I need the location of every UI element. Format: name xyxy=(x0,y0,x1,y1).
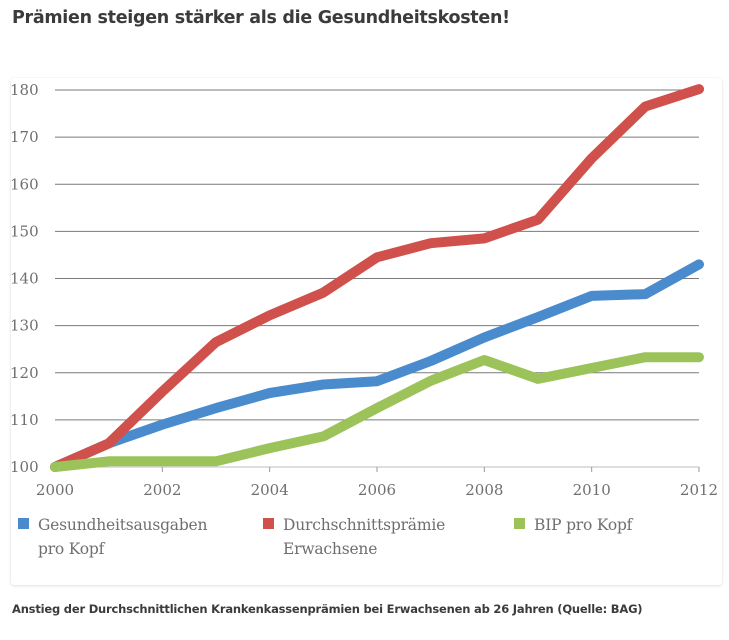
y-tick-label: 140 xyxy=(10,270,39,288)
chart-caption: Anstieg der Durchschnittlichen Krankenka… xyxy=(12,602,643,616)
y-axis: 100 110 120 130 140 150 160 170 180 xyxy=(10,81,39,476)
legend-swatch-red xyxy=(263,518,274,529)
legend-swatch-green xyxy=(514,518,525,529)
x-axis: 2000 2002 2004 2006 2008 2010 2012 xyxy=(36,467,718,499)
series-line-1 xyxy=(50,84,704,472)
series-line-0 xyxy=(50,259,704,472)
x-tick-label: 2010 xyxy=(573,481,611,499)
x-tick-label: 2004 xyxy=(251,481,289,499)
y-tick-label: 110 xyxy=(10,411,39,429)
y-tick-label: 170 xyxy=(10,128,39,146)
x-tick-label: 2012 xyxy=(680,481,718,499)
y-tick-label: 100 xyxy=(10,458,39,476)
legend-label: BIP pro Kopf xyxy=(534,516,633,534)
legend-label: Gesundheitsausgaben pro Kopf xyxy=(38,516,208,558)
y-tick-label: 150 xyxy=(10,222,39,240)
series-line-2 xyxy=(50,352,704,472)
x-tick-label: 2000 xyxy=(36,481,74,499)
y-tick-label: 160 xyxy=(10,175,39,193)
chart-card xyxy=(11,78,722,585)
y-tick-label: 130 xyxy=(10,317,39,335)
legend-label: Durchschnittsprämie Erwachsene xyxy=(283,516,446,558)
series-lines xyxy=(50,84,704,472)
x-tick-label: 2006 xyxy=(358,481,396,499)
y-tick-label: 180 xyxy=(10,81,39,99)
y-tick-label: 120 xyxy=(10,364,39,382)
x-tick-label: 2008 xyxy=(465,481,503,499)
page-title: Prämien steigen stärker als die Gesundhe… xyxy=(12,8,510,28)
x-tick-label: 2002 xyxy=(143,481,181,499)
legend-swatch-blue xyxy=(18,518,29,529)
